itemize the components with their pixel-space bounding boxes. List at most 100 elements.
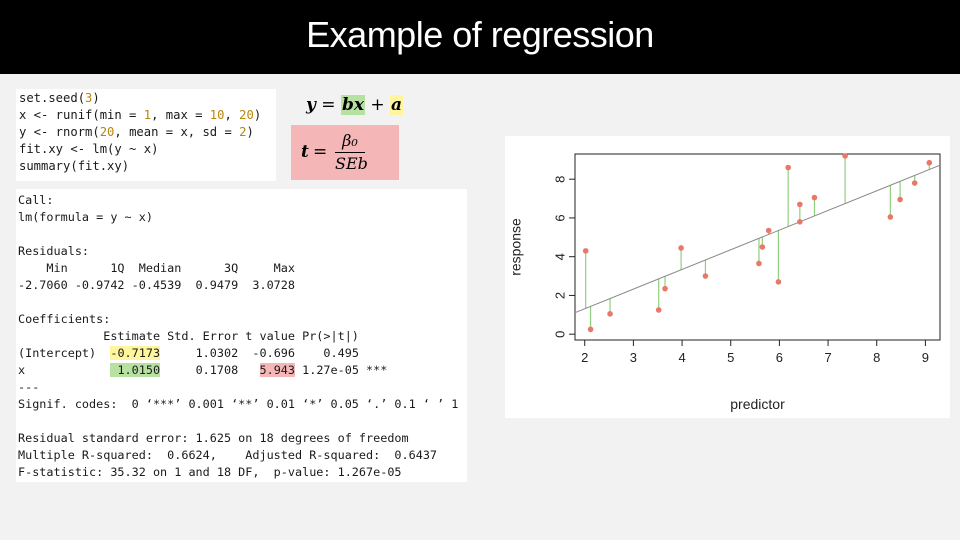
x-axis-label: predictor [730, 396, 785, 412]
output-line: Signif. codes: 0 ‘***’ 0.001 ‘**’ 0.01 ‘… [18, 397, 459, 411]
data-point [655, 307, 662, 313]
output-line: -2.7060 -0.9742 -0.4539 0.9479 3.0728 [18, 278, 303, 292]
regression-line-equation: y = bx + a [306, 92, 404, 118]
code-number: 20 [99, 125, 115, 139]
output-text: (Intercept) [18, 346, 111, 360]
fit-line [574, 164, 941, 314]
output-line: Call: [18, 193, 54, 207]
output-line: --- [18, 380, 40, 394]
code-text: set.seed( [19, 91, 86, 105]
x-tick-label: 5 [727, 350, 734, 365]
code-text: ) [246, 125, 254, 139]
y-tick-label: 0 [552, 331, 567, 338]
eq-plus: + [364, 95, 391, 115]
eq-t-equals: = [313, 142, 328, 162]
code-text: , [224, 108, 240, 122]
output-line: Residual standard error: 1.625 on 18 deg… [18, 431, 409, 445]
t-statistic-equation: t = β₀ SEb [291, 125, 399, 180]
code-text: y <- rnorm( [19, 125, 100, 139]
output-line: Min 1Q Median 3Q Max [18, 261, 303, 275]
eq-fraction-bar [335, 152, 365, 153]
x-tick-label: 3 [630, 350, 637, 365]
output-line: Residuals: [18, 244, 90, 258]
code-text: summary(fit.xy) [19, 159, 130, 173]
code-text: , max = [151, 108, 210, 122]
code-text: ) [253, 108, 262, 122]
eq-bx-term: bx [340, 95, 365, 115]
output-text: 1.0302 -0.696 0.495 [160, 346, 388, 360]
data-point [811, 194, 818, 201]
data-point [926, 159, 933, 166]
code-number: 20 [239, 108, 254, 122]
eq-a-term: a [390, 95, 404, 115]
data-point [897, 196, 903, 203]
output-line: lm(formula = y ~ x) [18, 210, 153, 224]
scatter-plot: 2 3 4 5 6 7 8 9 0 2 4 6 8 predictor response [505, 136, 950, 418]
output-line: x 1.0150 0.1708 5.943 1.27e-05 *** [18, 362, 467, 379]
code-line: x <- runif(min = 1, max = 10, 20) [19, 107, 276, 124]
code-line: y <- rnorm(20, mean = x, sd = 2) [19, 124, 276, 141]
data-point [785, 164, 791, 171]
eq-equals: = [315, 95, 341, 115]
eq-y: y [306, 95, 316, 115]
eq-numerator: β₀ [342, 131, 358, 150]
r-summary-output: Call: lm(formula = y ~ x) Residuals: Min … [16, 189, 467, 482]
output-line: Multiple R-squared: 0.6624, Adjusted R-s… [18, 448, 445, 462]
y-tick-label: 4 [552, 253, 567, 260]
output-text: x [18, 363, 111, 377]
data-point [678, 245, 684, 251]
data-point [775, 279, 782, 285]
x-tick-label: 7 [824, 350, 831, 365]
eq-t: t [301, 142, 309, 162]
r-code-block: set.seed(3) x <- runif(min = 1, max = 10,… [16, 89, 276, 181]
data-point [587, 326, 594, 333]
eq-fraction: β₀ SEb [335, 131, 368, 174]
data-point [797, 201, 803, 208]
highlighted-value: 1.0150 [110, 363, 161, 377]
data-point [911, 180, 918, 186]
slide-title: Example of regression [306, 14, 654, 55]
data-point [756, 260, 762, 267]
eq-denominator: SEb [335, 154, 368, 173]
y-tick-label: 6 [552, 214, 567, 221]
data-point [607, 311, 613, 317]
code-number: 10 [209, 108, 225, 122]
data-point [887, 214, 894, 220]
output-text: 0.1708 [160, 363, 260, 377]
data-point [797, 219, 803, 225]
output-text: 1.27e-05 *** [295, 363, 388, 377]
code-number: 2 [239, 125, 247, 139]
x-tick-label: 4 [678, 350, 685, 365]
title-bar: Example of regression [0, 0, 960, 74]
data-point [765, 227, 772, 234]
code-line: set.seed(3) [19, 90, 276, 107]
output-line: Estimate Std. Error t value Pr(>|t|) [18, 329, 388, 343]
code-text: x <- runif(min = [19, 108, 144, 122]
code-text: ) [92, 91, 100, 105]
output-line [18, 226, 467, 243]
highlighted-value: 5.943 [259, 363, 296, 377]
data-point [759, 244, 766, 250]
x-tick-label: 9 [922, 350, 929, 365]
data-point [702, 273, 709, 279]
y-tick-label: 8 [552, 176, 567, 183]
output-line [18, 413, 467, 430]
output-line: F-statistic: 35.32 on 1 and 18 DF, p-val… [18, 465, 402, 479]
code-line: fit.xy <- lm(y ~ x) [19, 141, 276, 158]
x-tick-label: 6 [776, 350, 783, 365]
code-text: , mean = x, sd = [114, 125, 240, 139]
data-point [662, 285, 668, 292]
output-line [18, 294, 467, 311]
y-tick-label: 2 [552, 292, 567, 299]
plot-frame [574, 153, 941, 341]
output-line: Coefficients: [18, 312, 111, 326]
x-tick-label: 8 [873, 350, 880, 365]
data-point [582, 248, 589, 254]
code-number: 3 [85, 91, 93, 105]
output-line: (Intercept) -0.7173 1.0302 -0.696 0.495 [18, 345, 467, 362]
data-point [842, 153, 848, 159]
code-text: fit.xy <- lm(y ~ x) [19, 142, 159, 156]
code-line: summary(fit.xy) [19, 158, 276, 175]
highlighted-value: -0.7173 [110, 346, 161, 360]
y-axis-label: response [508, 218, 524, 276]
